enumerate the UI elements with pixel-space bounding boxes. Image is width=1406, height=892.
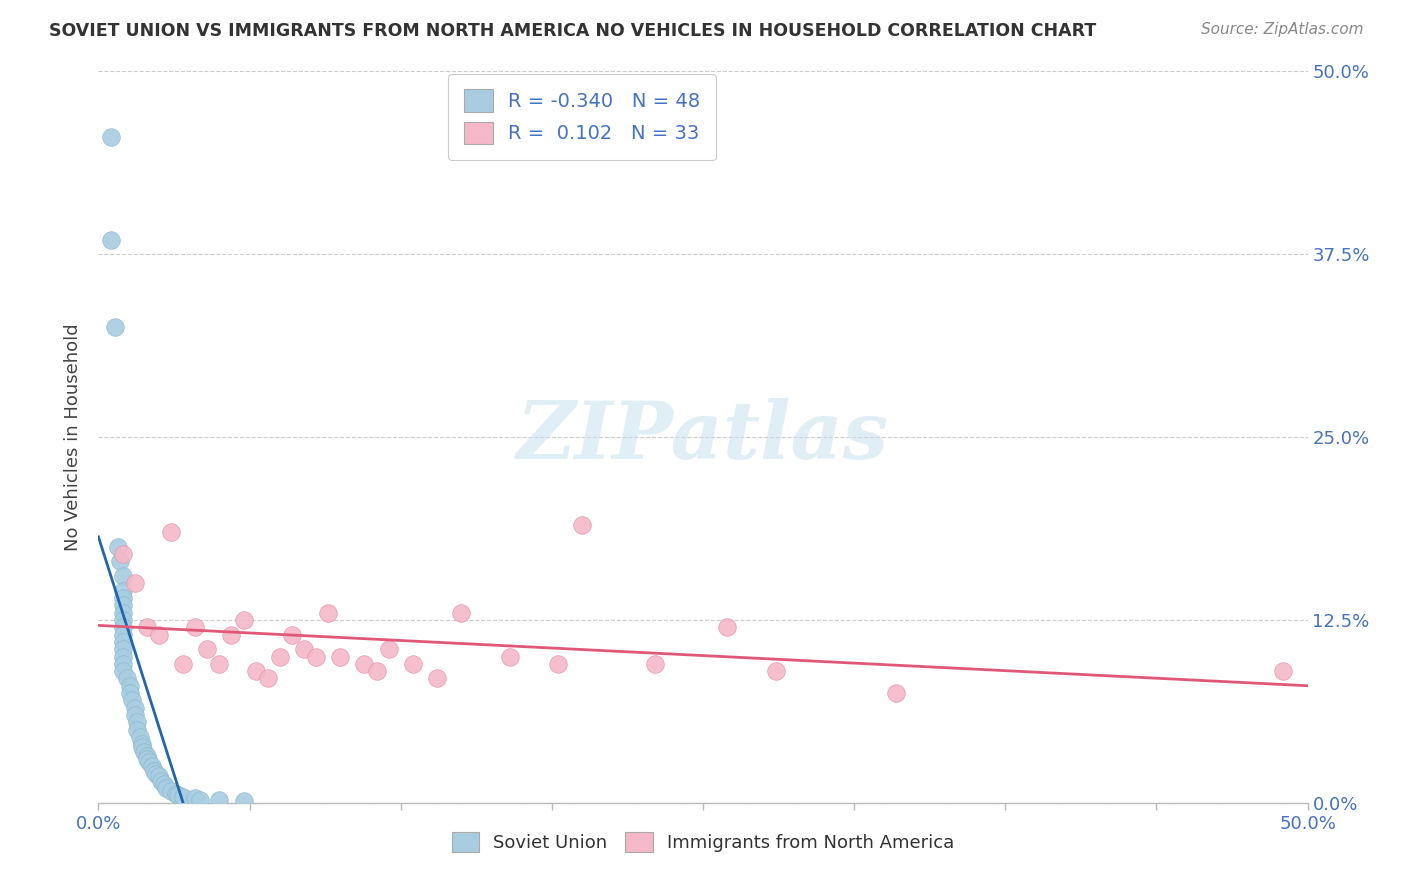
Point <box>127 723 149 737</box>
Point <box>134 745 156 759</box>
Point <box>100 130 122 145</box>
Point <box>208 793 231 807</box>
Point <box>111 613 134 627</box>
Point <box>450 606 472 620</box>
Point <box>316 606 339 620</box>
Point <box>108 554 131 568</box>
Point <box>117 672 139 686</box>
Point <box>498 649 520 664</box>
Point <box>353 657 375 671</box>
Point <box>571 517 593 532</box>
Point <box>135 749 157 764</box>
Point <box>426 672 449 686</box>
Legend: Soviet Union, Immigrants from North America: Soviet Union, Immigrants from North Amer… <box>444 824 962 860</box>
Point <box>111 569 134 583</box>
Point <box>127 715 149 730</box>
Point <box>100 233 122 247</box>
Point <box>111 627 134 641</box>
Text: SOVIET UNION VS IMMIGRANTS FROM NORTH AMERICA NO VEHICLES IN HOUSEHOLD CORRELATI: SOVIET UNION VS IMMIGRANTS FROM NORTH AM… <box>49 22 1097 40</box>
Point <box>111 606 134 620</box>
Point <box>232 613 254 627</box>
Point <box>172 657 194 671</box>
Point <box>1272 664 1295 678</box>
Point <box>111 583 134 598</box>
Point <box>111 649 134 664</box>
Point <box>107 540 129 554</box>
Point <box>111 664 134 678</box>
Y-axis label: No Vehicles in Household: No Vehicles in Household <box>65 323 83 551</box>
Point <box>111 620 134 634</box>
Point <box>256 672 278 686</box>
Point <box>281 627 304 641</box>
Point <box>155 781 177 796</box>
Point <box>124 700 146 714</box>
Point <box>245 664 267 678</box>
Point <box>716 620 738 634</box>
Point <box>221 627 243 641</box>
Point <box>160 784 183 798</box>
Point <box>131 740 153 755</box>
Point <box>111 657 134 671</box>
Point <box>111 635 134 649</box>
Point <box>128 730 150 744</box>
Point <box>188 793 211 807</box>
Point <box>104 320 127 334</box>
Point <box>644 657 666 671</box>
Point <box>138 755 160 769</box>
Point <box>118 679 141 693</box>
Point <box>145 766 167 780</box>
Point <box>148 627 170 641</box>
Point <box>886 686 908 700</box>
Point <box>150 773 173 788</box>
Point <box>167 789 190 803</box>
Point <box>547 657 569 671</box>
Point <box>377 642 399 657</box>
Point <box>124 576 146 591</box>
Text: ZIPatlas: ZIPatlas <box>517 399 889 475</box>
Point <box>135 752 157 766</box>
Point <box>172 789 194 804</box>
Point <box>141 759 163 773</box>
Point <box>111 591 134 605</box>
Point <box>124 708 146 723</box>
Point <box>165 787 187 801</box>
Point <box>208 657 231 671</box>
Point <box>292 642 315 657</box>
Text: Source: ZipAtlas.com: Source: ZipAtlas.com <box>1201 22 1364 37</box>
Point <box>195 642 218 657</box>
Point <box>121 693 143 707</box>
Point <box>135 620 157 634</box>
Point <box>148 769 170 783</box>
Point <box>111 642 134 657</box>
Point <box>152 777 174 791</box>
Point <box>305 649 328 664</box>
Point <box>269 649 291 664</box>
Point <box>131 737 153 751</box>
Point <box>184 791 207 805</box>
Point <box>111 547 134 561</box>
Point <box>765 664 787 678</box>
Point <box>160 525 183 540</box>
Point <box>329 649 352 664</box>
Point <box>232 794 254 808</box>
Point <box>366 664 388 678</box>
Point <box>118 686 141 700</box>
Point <box>402 657 425 671</box>
Point <box>143 764 166 778</box>
Point <box>184 620 207 634</box>
Point <box>111 599 134 613</box>
